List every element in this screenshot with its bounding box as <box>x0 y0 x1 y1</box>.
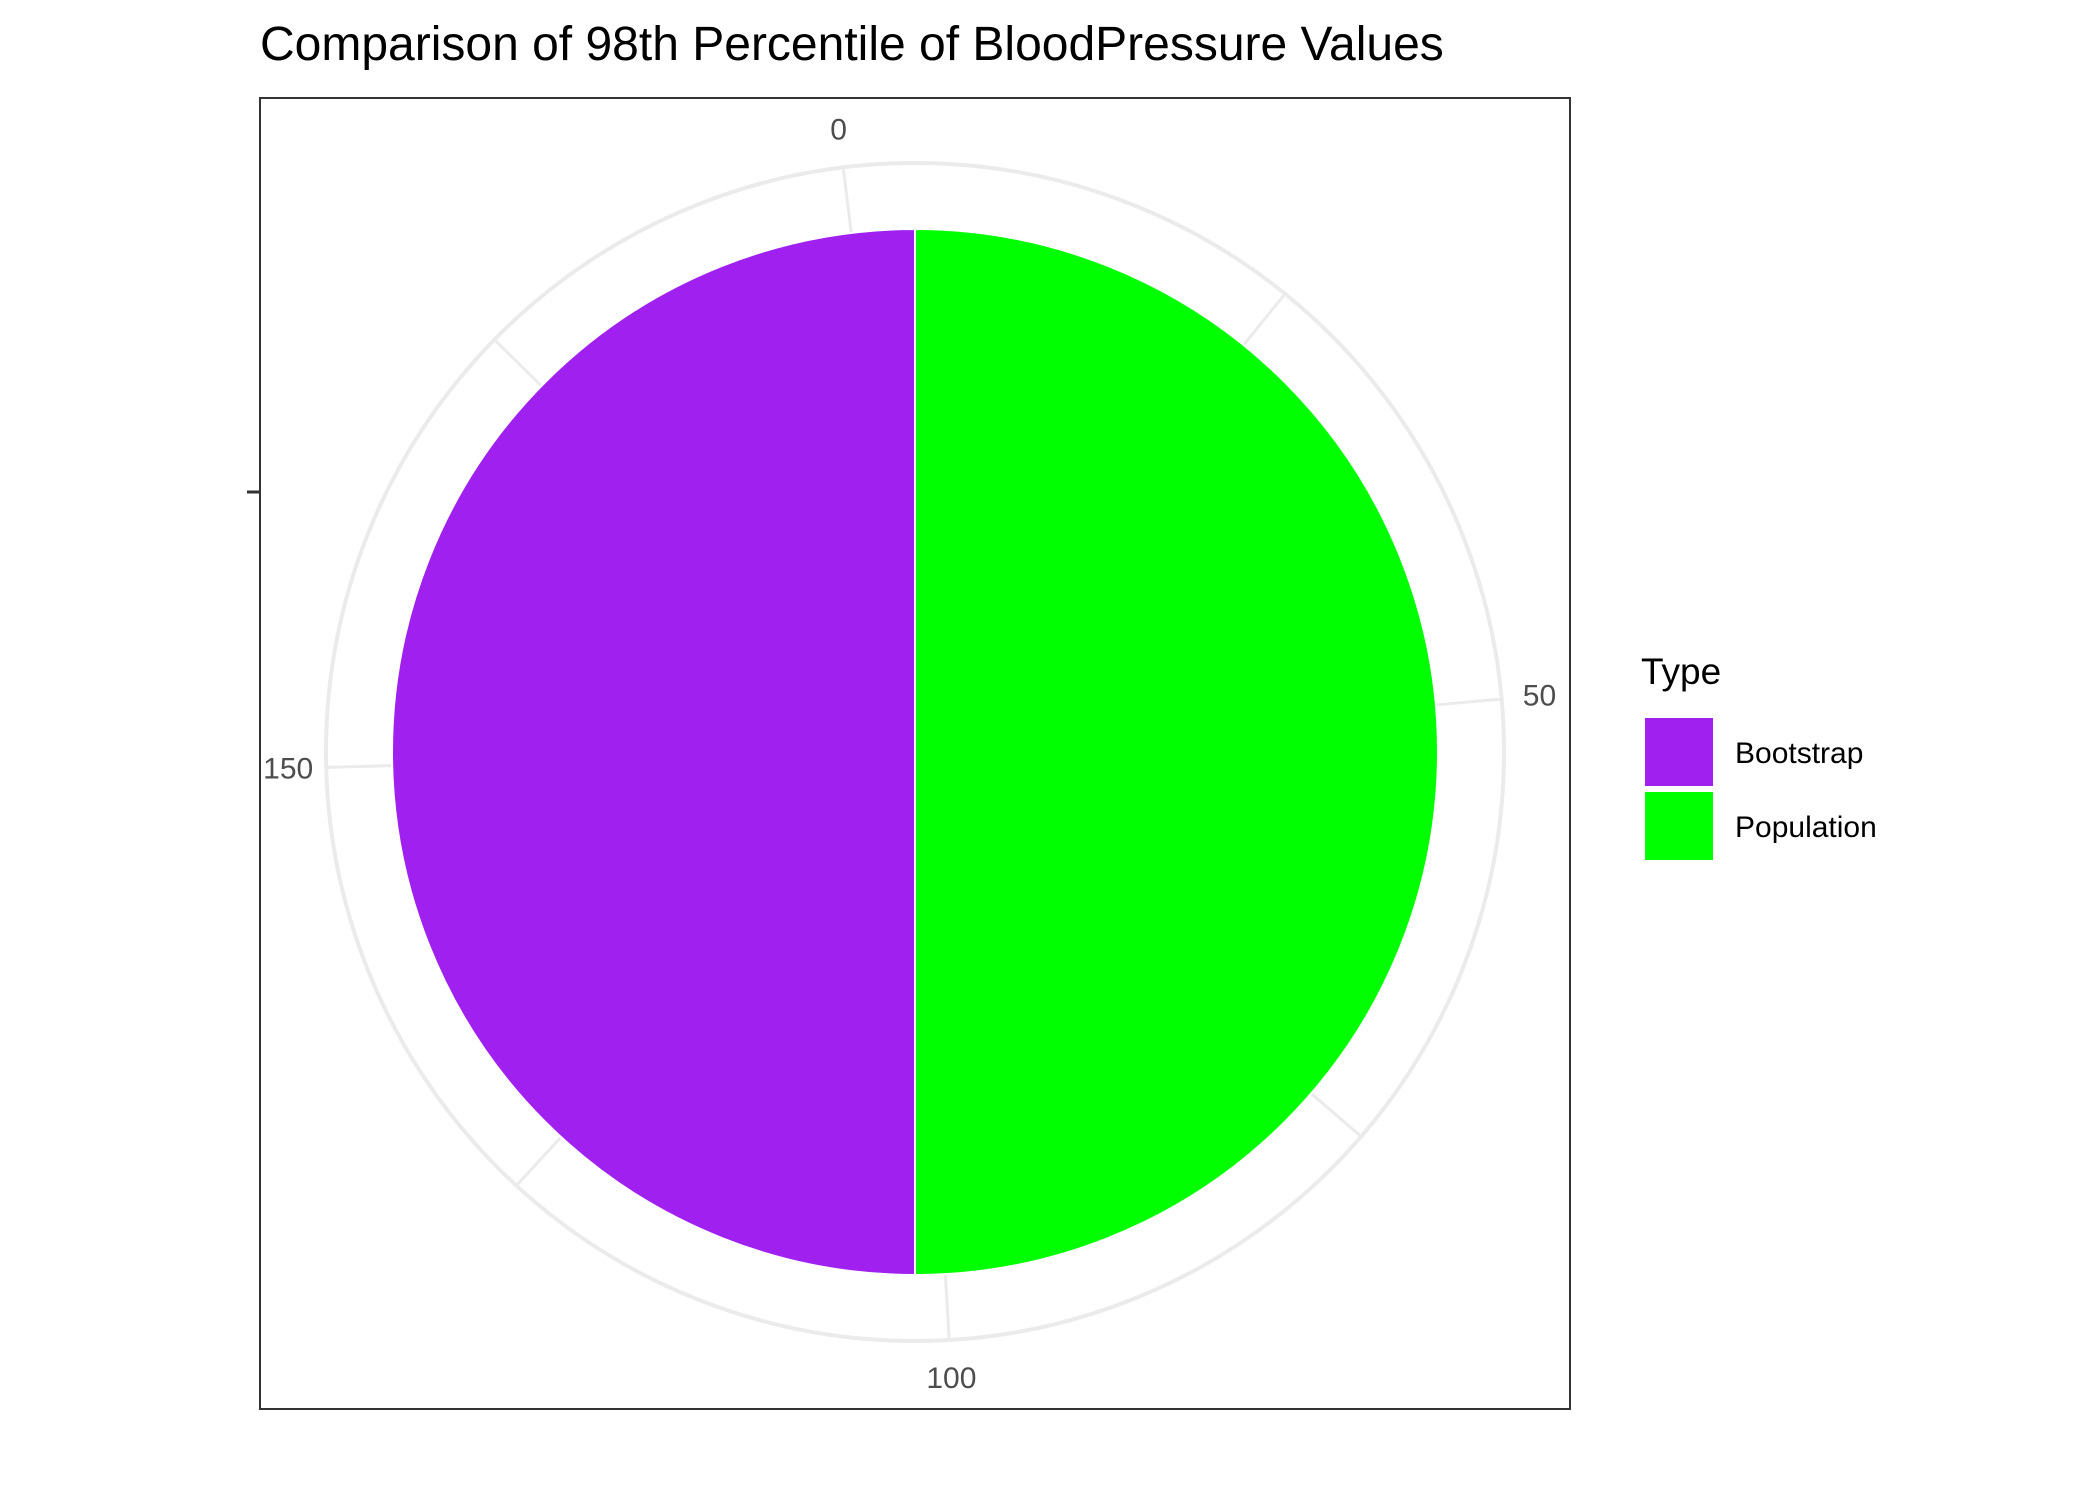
legend-label-bootstrap: Bootstrap <box>1735 737 1863 770</box>
grid-spoke <box>1310 1092 1363 1138</box>
grid-spoke <box>326 764 393 769</box>
pie-slices <box>391 227 1439 1277</box>
chart-title: Comparison of 98th Percentile of BloodPr… <box>260 18 1444 71</box>
legend-title: Type <box>1641 651 1721 692</box>
legend-key-population <box>1645 792 1713 860</box>
legend: Type Bootstrap Population <box>1641 651 1877 860</box>
theta-tick-label: 100 <box>926 1362 976 1395</box>
legend-key-bootstrap <box>1645 718 1713 786</box>
theta-tick-label: 0 <box>830 114 847 147</box>
polar-grid <box>324 161 1506 1343</box>
grid-spoke <box>841 167 853 234</box>
grid-spoke <box>1435 697 1502 707</box>
grid-circle <box>324 161 1506 1343</box>
theta-tick-label: 50 <box>1523 680 1556 713</box>
grid-spoke <box>515 1136 563 1187</box>
pie-slice-population <box>914 227 1439 1277</box>
theta-axis: 0 50 100 150 <box>263 114 1556 1395</box>
grid-spoke <box>493 338 543 387</box>
grid-spoke <box>1242 292 1287 347</box>
pie-slice-bootstrap <box>391 227 916 1277</box>
legend-label-population: Population <box>1735 811 1877 844</box>
grid-spoke <box>943 1274 951 1341</box>
theta-tick-label: 150 <box>263 752 313 785</box>
